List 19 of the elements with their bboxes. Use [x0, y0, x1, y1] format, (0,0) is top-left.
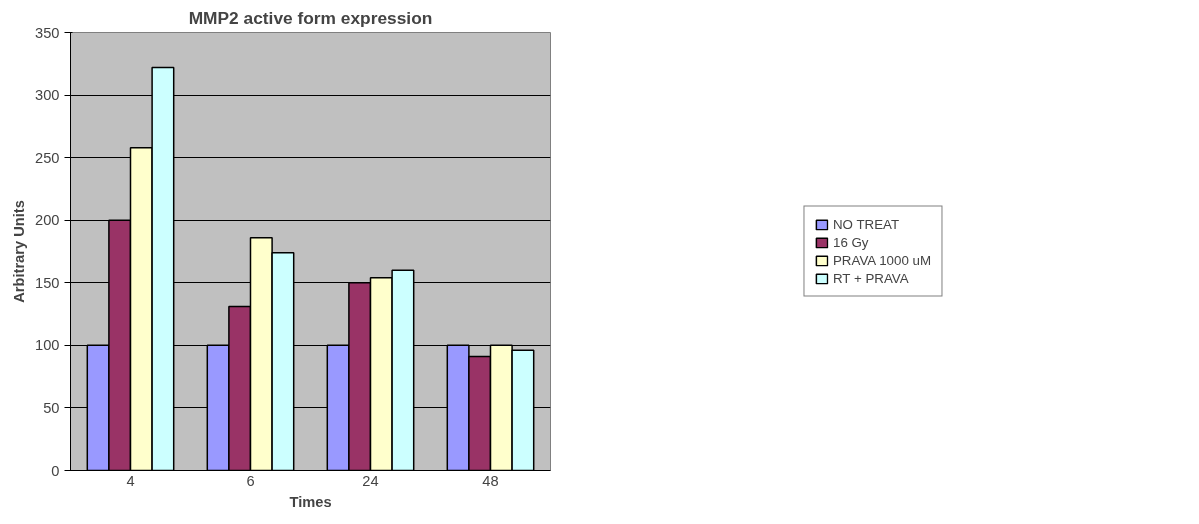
- y-tick-label: 50: [43, 399, 60, 416]
- y-axis-title: Arbitrary Units: [11, 200, 28, 303]
- chart-title: MMP2 active form expression: [188, 7, 433, 28]
- x-tick-label: 48: [482, 472, 499, 489]
- legend-label: PRAVA 1000 uM: [832, 252, 932, 268]
- y-tick-label: 0: [51, 462, 60, 479]
- y-tick-label: 150: [35, 274, 60, 291]
- x-tick-label: 6: [246, 472, 255, 489]
- legend-label: 16 Gy: [832, 234, 869, 250]
- x-tick-label: 4: [126, 472, 135, 489]
- y-tick-label: 250: [35, 149, 60, 166]
- legend-label: RT + PRAVA: [832, 270, 909, 286]
- y-tick-label: 300: [35, 87, 60, 104]
- legend-label: NO TREAT: [832, 216, 900, 232]
- y-tick-label: 350: [35, 24, 60, 41]
- y-tick-label: 200: [35, 212, 60, 229]
- x-axis-title: Times: [289, 493, 332, 510]
- y-tick-label: 100: [35, 337, 60, 354]
- x-tick-label: 24: [362, 472, 379, 489]
